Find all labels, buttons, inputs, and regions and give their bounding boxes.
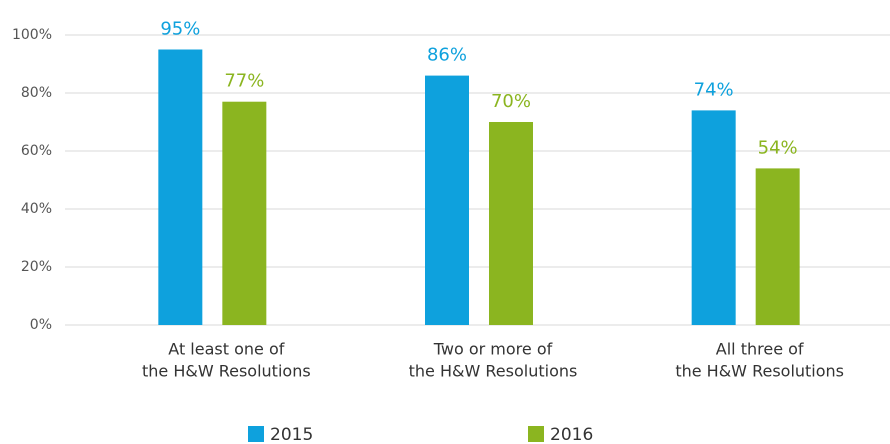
value-label: 70% <box>491 91 531 112</box>
y-tick-label: 0% <box>30 317 52 333</box>
x-tick-label: the H&W Resolutions <box>409 362 578 381</box>
bar <box>425 75 469 325</box>
value-label: 74% <box>694 79 734 100</box>
value-label: 77% <box>224 71 264 92</box>
bar <box>755 168 800 325</box>
y-tick-label: 60% <box>21 143 52 159</box>
legend-swatch <box>248 426 264 442</box>
x-tick-label: At least one of <box>168 340 284 359</box>
bar <box>489 122 533 325</box>
value-label: 86% <box>427 45 467 66</box>
x-tick-label: Two or more of <box>433 340 553 359</box>
legend-label: 2016 <box>550 425 593 444</box>
bar <box>158 49 203 325</box>
legend-swatch <box>528 426 544 442</box>
y-tick-label: 40% <box>21 201 52 217</box>
value-label: 95% <box>160 19 200 40</box>
x-tick-label: the H&W Resolutions <box>142 362 311 381</box>
x-tick-label: All three of <box>716 340 804 359</box>
legend-label: 2015 <box>270 425 313 444</box>
y-tick-label: 20% <box>21 259 52 275</box>
x-tick-label: the H&W Resolutions <box>675 362 844 381</box>
y-tick-label: 100% <box>12 27 52 43</box>
bar <box>222 101 267 325</box>
y-tick-label: 80% <box>21 85 52 101</box>
value-label: 54% <box>758 137 798 158</box>
bar <box>691 110 736 326</box>
